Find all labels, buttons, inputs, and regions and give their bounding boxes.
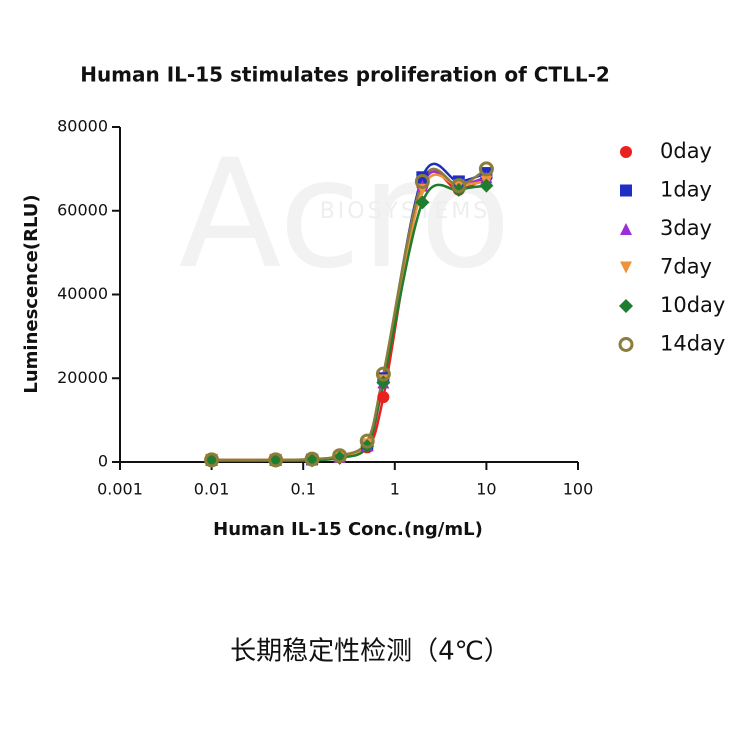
legend-label: 3day	[660, 216, 712, 240]
x-axis-label: Human IL-15 Conc.(ng/mL)	[213, 519, 483, 540]
y-tick-label: 40000	[57, 284, 108, 303]
x-tick-label: 100	[563, 480, 594, 499]
y-tick-label: 80000	[57, 117, 108, 136]
data-point	[332, 448, 348, 464]
data-point	[359, 433, 375, 449]
data-point	[415, 195, 430, 210]
legend-marker	[620, 261, 632, 274]
data-point	[451, 182, 466, 197]
data-point	[479, 178, 494, 193]
legend-label: 14day	[660, 332, 725, 356]
data-point	[416, 171, 429, 184]
legend-label: 10day	[660, 293, 725, 317]
data-point	[451, 178, 467, 194]
x-tick-label: 0.001	[97, 480, 143, 499]
data-point	[478, 161, 494, 177]
legend-label: 1day	[660, 178, 712, 202]
data-point	[304, 451, 320, 467]
legend-marker	[620, 223, 632, 235]
data-point	[375, 366, 391, 382]
y-tick-label: 0	[98, 452, 108, 471]
caption: 长期稳定性检测（4℃）	[230, 637, 510, 667]
data-point	[414, 173, 430, 189]
x-tick-label: 10	[476, 480, 496, 499]
data-point	[268, 452, 284, 468]
y-tick-label: 20000	[57, 368, 108, 387]
y-tick-label: 60000	[57, 200, 108, 219]
watermark: Acro	[179, 128, 512, 302]
legend-marker	[620, 184, 632, 197]
legend-marker	[620, 146, 632, 158]
legend-label: 0day	[660, 139, 712, 163]
watermark: BIOSYSTEMS	[320, 199, 491, 224]
x-tick-label: 0.01	[194, 480, 230, 499]
data-point	[204, 452, 220, 468]
data-point	[377, 391, 390, 404]
series-line	[211, 167, 488, 462]
legend-label: 7day	[660, 255, 712, 279]
x-tick-label: 1	[390, 480, 400, 499]
chart-title: Human IL-15 stimulates proliferation of …	[80, 63, 610, 87]
legend-marker	[619, 299, 633, 313]
y-axis-label: Luminescence(RLU)	[21, 194, 42, 393]
legend-marker	[618, 337, 634, 352]
x-tick-label: 0.1	[290, 480, 315, 499]
